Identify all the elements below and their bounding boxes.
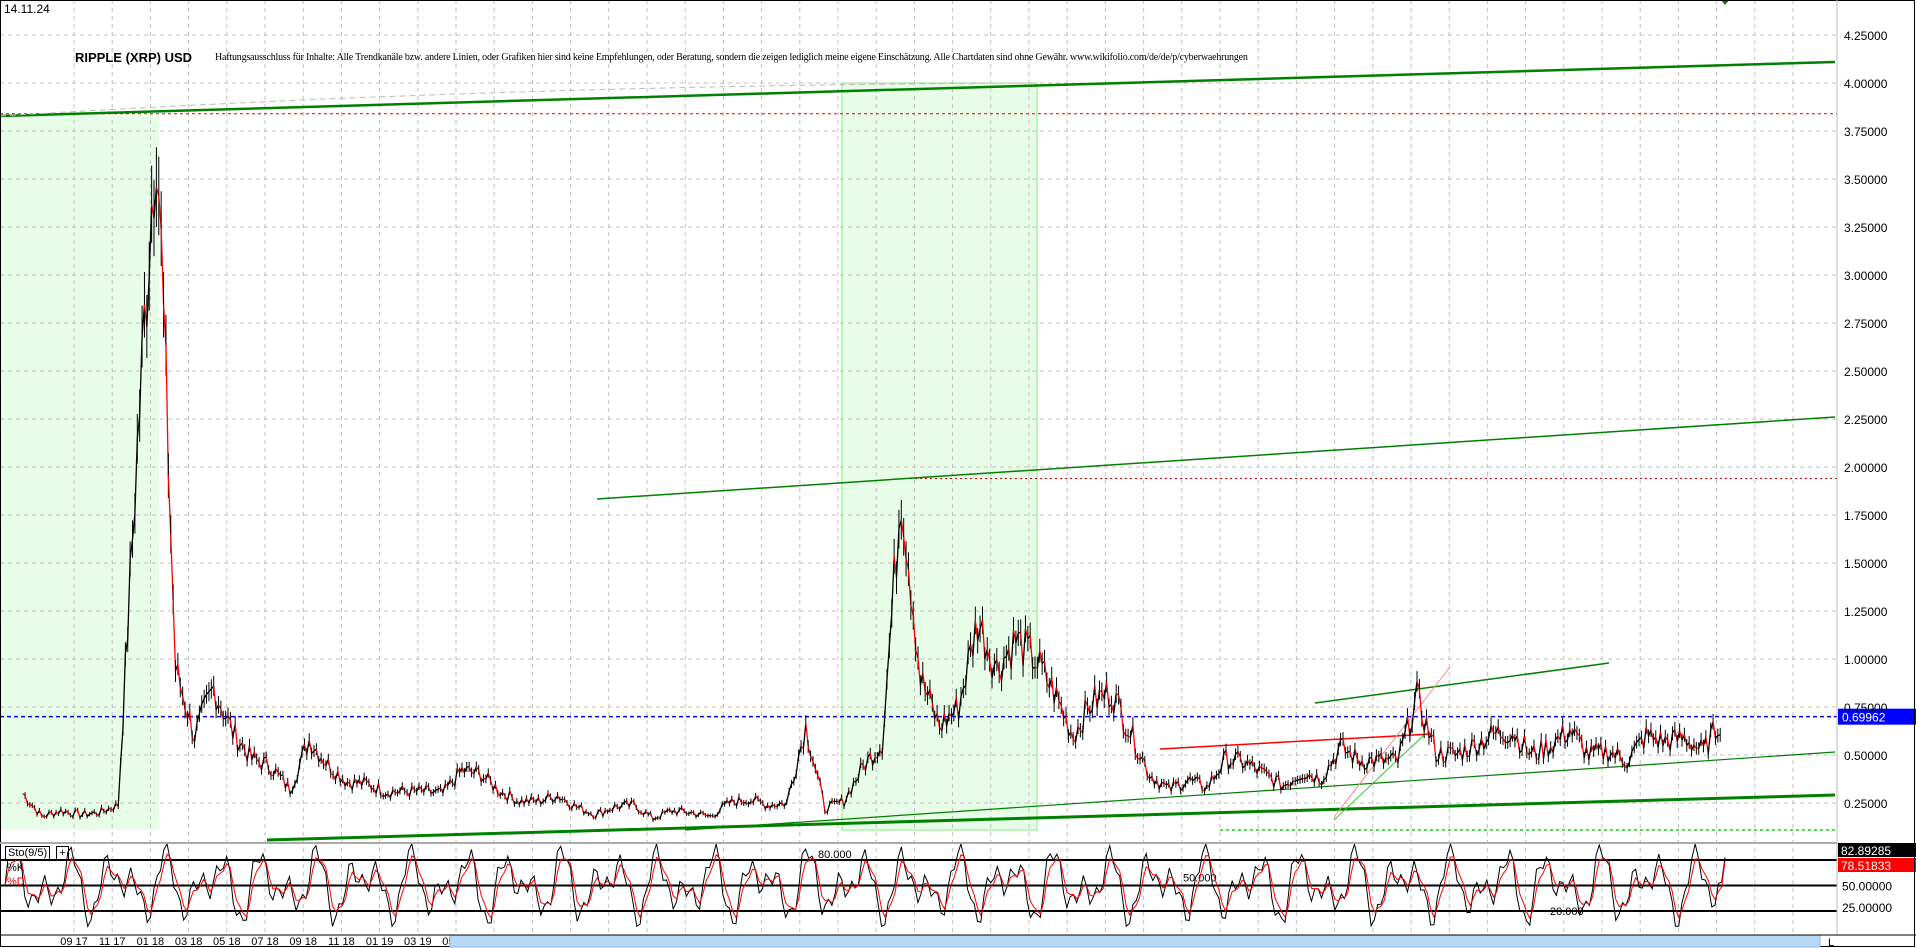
shaded-region [0, 116, 159, 830]
chart-date: 14.11.24 [4, 2, 50, 16]
stochastic-label[interactable]: Sto(9/5) [5, 846, 51, 860]
y-tick-label: 3.00000 [1844, 269, 1888, 283]
axis-end-label: L [1828, 937, 1834, 948]
time-scrollbar [449, 934, 1821, 948]
y-tick-label: 0.50000 [1844, 749, 1888, 763]
x-tick-label: 09 17 [60, 936, 88, 948]
k-legend: %K [7, 862, 25, 874]
down-arrow-icon [1721, 0, 1729, 5]
y-tick-label: 3.25000 [1844, 221, 1888, 235]
d-value-label: 78.51833 [1841, 859, 1891, 873]
short-trend-line [1314, 662, 1610, 704]
upper-trend-line [0, 60, 1836, 118]
y-tick-label: 4.25000 [1844, 29, 1888, 43]
stochastic-k-line [4, 842, 1726, 928]
y-tick-label: 1.00000 [1844, 653, 1888, 667]
red-trend-line [1159, 733, 1432, 750]
pink-trend-line [1333, 666, 1451, 818]
y-tick-label: 3.75000 [1844, 125, 1888, 139]
y-tick-label: 4.00000 [1844, 77, 1888, 91]
d-value-badge [1838, 858, 1916, 872]
y-tick-label: 1.25000 [1844, 605, 1888, 619]
x-tick-label: 11 17 [99, 936, 126, 948]
lower-trend-line [266, 793, 1836, 842]
disclaimer-text: Haftungsausschluss für Inhalte: Alle Tre… [215, 52, 1248, 63]
x-tick-label: 05 18 [213, 936, 241, 948]
x-tick-label: 01 19 [366, 936, 394, 948]
stochastic-y-tick: 50.00000 [1842, 880, 1892, 894]
y-tick-label: 2.00000 [1844, 461, 1888, 475]
y-tick-label: 1.75000 [1844, 509, 1888, 523]
last-price-badge [1838, 708, 1916, 725]
d-legend: %D [7, 876, 25, 888]
y-tick-label: 2.75000 [1844, 317, 1888, 331]
lightgreen-trend-line [1333, 733, 1426, 821]
x-tick-label: 11 18 [328, 936, 355, 948]
stochastic-level-label: 20.000 [1550, 906, 1584, 918]
y-tick-label: 3.50000 [1844, 173, 1888, 187]
shaded-region [841, 82, 1038, 831]
chart-title: RIPPLE (XRP) USD [75, 50, 193, 65]
price-segment [821, 794, 826, 812]
x-tick-label: 01 18 [137, 936, 165, 948]
last-price-label: 0.69962 [1842, 711, 1886, 725]
y-tick-label: 2.50000 [1844, 365, 1888, 379]
mid-trend-line [596, 416, 1836, 500]
y-tick-label: 0.25000 [1844, 797, 1888, 811]
faint-curve [0, 82, 1038, 117]
stochastic-y-tick: 25.00000 [1842, 901, 1892, 915]
price-segment [172, 599, 177, 672]
x-tick-label: 09 18 [289, 936, 317, 948]
price-segment [122, 654, 127, 729]
y-tick-label: 2.25000 [1844, 413, 1888, 427]
x-tick-label: 03 19 [404, 936, 432, 948]
x-tick-label: 03 18 [175, 936, 203, 948]
stochastic-level-label: 80.000 [818, 849, 852, 861]
add-indicator-button[interactable]: + [56, 846, 69, 860]
y-tick-label: 1.50000 [1844, 557, 1888, 571]
stochastic-d-line [4, 853, 1726, 920]
x-tick-label: 07 18 [251, 936, 279, 948]
y-tick-label: 0.75000 [1844, 701, 1888, 715]
price-segment [117, 763, 122, 807]
support-trend-line [684, 751, 1836, 831]
k-value-label: 82.89285 [1841, 844, 1891, 858]
k-value-badge [1838, 843, 1916, 857]
